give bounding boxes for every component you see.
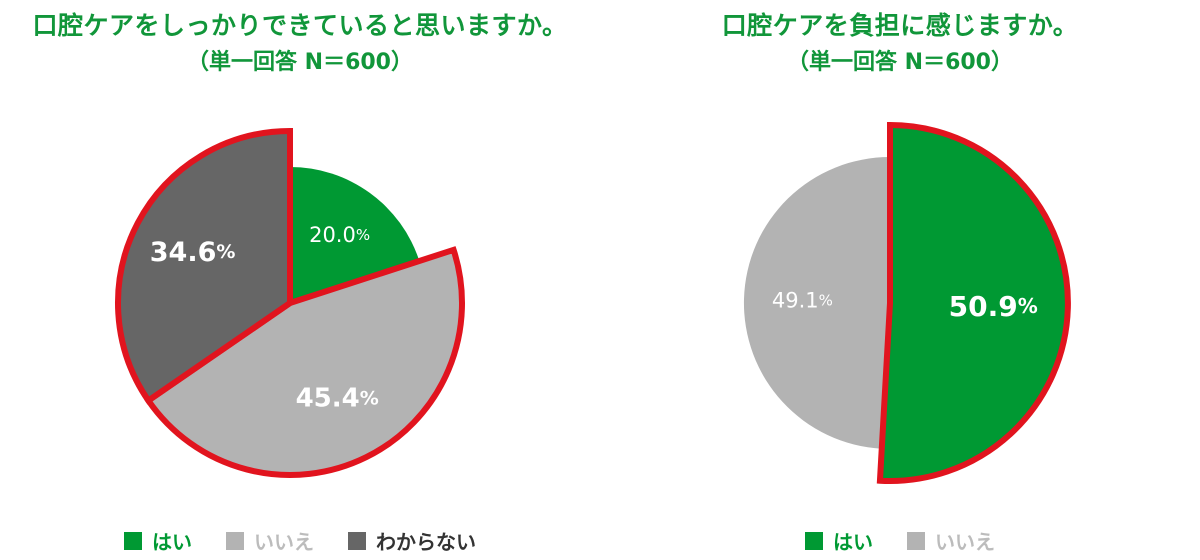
left-legend-item-unknown: わからない <box>348 526 476 555</box>
left-legend-label-unknown: わからない <box>376 530 476 554</box>
left-chart-subtitle: （単一回答 N＝600） <box>187 50 413 75</box>
left-slice-label-unknown: 34.6% <box>150 236 236 267</box>
left-legend-swatch-unknown <box>348 531 366 550</box>
left-chart-panel: 口腔ケアをしっかりできていると思いますか。 （単一回答 N＝600） 20.0%… <box>0 11 600 555</box>
left-legend: はい いいえ わからない <box>0 526 600 555</box>
right-slice-no <box>743 156 890 449</box>
right-legend-item-yes: はい <box>805 526 873 555</box>
left-legend-item-yes: はい <box>124 526 192 555</box>
right-slice-label-no: 49.1% <box>772 289 833 313</box>
right-legend: はい いいえ <box>600 526 1200 555</box>
right-pie-chart: 50.9% 49.1% <box>743 121 1071 484</box>
left-slice-label-no: 45.4% <box>296 384 379 414</box>
right-chart-panel: 口腔ケアを負担に感じますか。 （単一回答 N＝600） 50.9% 49.1% は… <box>600 0 1200 560</box>
left-legend-item-no: いいえ <box>226 526 314 555</box>
right-legend-item-no: いいえ <box>907 526 995 555</box>
right-slice-yes <box>876 121 1071 484</box>
left-legend-label-no: いいえ <box>254 530 314 554</box>
right-slice-label-yes: 50.9% <box>949 289 1038 322</box>
right-chart-title: 口腔ケアを負担に感じますか。 <box>721 11 1079 40</box>
left-slice-label-yes: 20.0% <box>309 223 370 247</box>
left-legend-swatch-yes <box>124 531 142 550</box>
right-legend-swatch-yes <box>805 531 823 550</box>
left-pie-chart: 20.0% 45.4% 34.6% <box>115 127 465 478</box>
left-legend-label-yes: はい <box>152 530 192 554</box>
right-legend-label-yes: はい <box>833 530 873 554</box>
left-legend-swatch-no <box>226 531 244 550</box>
right-chart-subtitle: （単一回答 N＝600） <box>787 50 1013 75</box>
left-chart-title: 口腔ケアをしっかりできていると思いますか。 <box>32 11 568 40</box>
right-legend-label-no: いいえ <box>935 530 995 554</box>
left-slice-unknown <box>115 127 293 405</box>
left-slice-no <box>144 246 465 478</box>
right-legend-swatch-no <box>907 531 925 550</box>
